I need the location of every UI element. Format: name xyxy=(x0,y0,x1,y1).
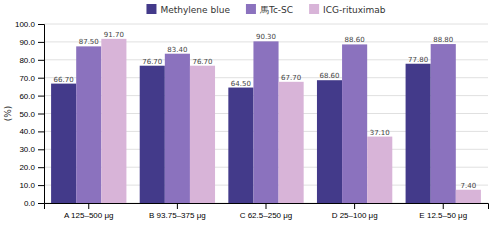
tick-label: 10.0 xyxy=(19,181,35,190)
tick-label: B 93.75–375 μg xyxy=(149,211,206,220)
bar xyxy=(140,66,165,203)
legend-label: 馬Tc-SC xyxy=(259,5,293,15)
tick-mark xyxy=(38,78,44,79)
tick-mark xyxy=(38,96,44,97)
bar xyxy=(279,82,304,203)
data-labels: 66.70 76.70 64.50 68.60 77.80 87.50 83.40 90.30… xyxy=(54,31,477,190)
tick: E 12.5–50 μg xyxy=(419,203,467,220)
bar xyxy=(456,190,481,203)
tick: 50.0 xyxy=(19,110,44,119)
tick-mark xyxy=(38,185,44,186)
bar xyxy=(367,137,392,203)
bar xyxy=(342,44,367,203)
legend-swatch xyxy=(309,4,319,14)
x-axis: A 125–500 μg B 93.75–375 μg C 62.5–250 μg D… xyxy=(45,203,489,220)
data-label: 66.70 xyxy=(54,76,74,84)
data-label: 83.40 xyxy=(167,46,187,54)
data-label: 7.40 xyxy=(461,182,477,190)
tick-mark xyxy=(443,203,444,209)
tick: 0.0 xyxy=(24,199,44,208)
legend-label: Methylene blue xyxy=(160,5,230,15)
tick-label: 40.0 xyxy=(19,127,35,136)
tick-mark xyxy=(38,60,44,61)
legend-item: 馬Tc-SC xyxy=(246,4,293,15)
tick-mark xyxy=(177,203,178,209)
tick-label: D 25–100 μg xyxy=(332,211,378,220)
tick: 60.0 xyxy=(19,92,44,101)
tick-label: A 125–500 μg xyxy=(64,211,114,220)
tick: C 62.5–250 μg xyxy=(240,203,293,220)
tick-label: 30.0 xyxy=(19,145,35,154)
tick: 100.0 xyxy=(15,20,44,29)
bar xyxy=(228,88,253,203)
tick: B 93.75–375 μg xyxy=(149,203,206,220)
legend: Methylene blue 馬Tc-SC ICG-rituximab xyxy=(146,4,385,15)
bar xyxy=(431,44,456,203)
data-label: 76.70 xyxy=(192,58,212,66)
tick-mark xyxy=(38,131,44,132)
tick-mark xyxy=(88,203,89,209)
data-label: 67.70 xyxy=(281,74,301,82)
bar xyxy=(406,64,431,203)
axis-line xyxy=(38,25,45,204)
tick-mark xyxy=(38,149,44,150)
data-label: 87.50 xyxy=(79,38,99,46)
tick-label: E 12.5–50 μg xyxy=(419,211,467,220)
tick-label: 20.0 xyxy=(19,163,35,172)
bars xyxy=(51,39,481,203)
tick: 30.0 xyxy=(19,145,44,154)
bar xyxy=(101,39,126,203)
data-label: 91.70 xyxy=(104,31,124,39)
tick-label: 70.0 xyxy=(19,74,35,83)
tick-mark xyxy=(38,114,44,115)
data-label: 88.60 xyxy=(345,36,365,44)
tick: 80.0 xyxy=(19,56,44,65)
tick: A 125–500 μg xyxy=(64,203,114,220)
tick-label: 60.0 xyxy=(19,92,35,101)
bar xyxy=(165,54,190,203)
tick: 20.0 xyxy=(19,163,44,172)
bar xyxy=(51,84,76,203)
tick-label: 0.0 xyxy=(24,199,36,208)
legend-item: ICG-rituximab xyxy=(309,4,386,15)
data-label: 68.60 xyxy=(319,72,339,80)
axis-line xyxy=(45,204,489,210)
tick: 40.0 xyxy=(19,127,44,136)
legend-label: ICG-rituximab xyxy=(323,5,386,15)
data-label: 64.50 xyxy=(231,80,251,88)
tick: 10.0 xyxy=(19,181,44,190)
legend-item: Methylene blue xyxy=(146,4,230,15)
chart: 66.70 76.70 64.50 68.60 77.80 87.50 83.40 90.30… xyxy=(0,0,500,225)
tick: 70.0 xyxy=(19,74,44,83)
grid xyxy=(44,24,488,203)
axis-title: (%) xyxy=(3,106,13,122)
tick-mark xyxy=(38,24,44,25)
bar xyxy=(190,66,215,203)
tick: 90.0 xyxy=(19,38,44,47)
tick-mark xyxy=(38,203,44,204)
tick-label: 50.0 xyxy=(19,110,35,119)
data-label: 76.70 xyxy=(142,58,162,66)
data-label: 77.80 xyxy=(408,56,428,64)
data-label: 37.10 xyxy=(370,129,390,137)
bar xyxy=(253,41,278,203)
tick-mark xyxy=(38,42,44,43)
tick-label: 80.0 xyxy=(19,56,35,65)
data-label: 88.80 xyxy=(433,36,453,44)
tick-label: 90.0 xyxy=(19,38,35,47)
data-label: 90.30 xyxy=(256,33,276,41)
legend-swatch xyxy=(246,4,256,14)
legend-swatch xyxy=(146,4,156,14)
grid-line xyxy=(44,24,488,25)
y-axis: 0.0 10.0 20.0 30.0 40.0 50.0 60.0 70.0 80.0 90.0 1… xyxy=(15,20,45,208)
bar xyxy=(76,46,101,203)
tick-label: C 62.5–250 μg xyxy=(240,211,293,220)
tick-label: 100.0 xyxy=(15,20,36,29)
bar xyxy=(317,80,342,203)
tick: D 25–100 μg xyxy=(332,203,378,220)
tick-mark xyxy=(38,167,44,168)
tick-mark xyxy=(266,203,267,209)
tick-mark xyxy=(354,203,355,209)
